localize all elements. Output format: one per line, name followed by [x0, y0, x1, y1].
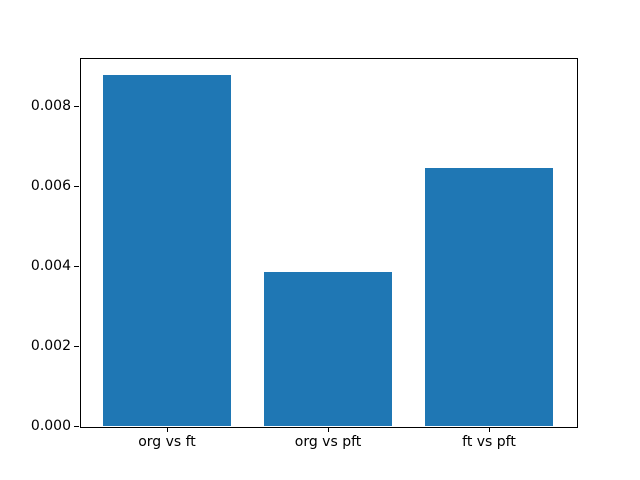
- y-tick-mark: [74, 185, 79, 187]
- bar-org-vs-pft: [263, 272, 393, 426]
- y-tick-label: 0.006: [30, 178, 71, 194]
- x-tick-mark: [488, 427, 490, 432]
- x-tick-label: org vs pft: [294, 434, 362, 450]
- bar-org-vs-ft: [102, 75, 232, 426]
- x-tick-mark: [327, 427, 329, 432]
- bar-ft-vs-pft: [424, 167, 554, 426]
- x-tick-label: ft vs pft: [462, 434, 516, 450]
- y-tick-label: 0.000: [30, 418, 71, 434]
- y-tick-label: 0.008: [30, 98, 71, 114]
- y-tick-label: 0.004: [30, 258, 71, 274]
- x-tick-mark: [166, 427, 168, 432]
- y-tick-mark: [74, 425, 79, 427]
- y-tick-mark: [74, 345, 79, 347]
- y-tick-label: 0.002: [30, 338, 71, 354]
- y-tick-mark: [74, 105, 79, 107]
- y-tick-mark: [74, 265, 79, 267]
- x-tick-label: org vs ft: [138, 434, 196, 450]
